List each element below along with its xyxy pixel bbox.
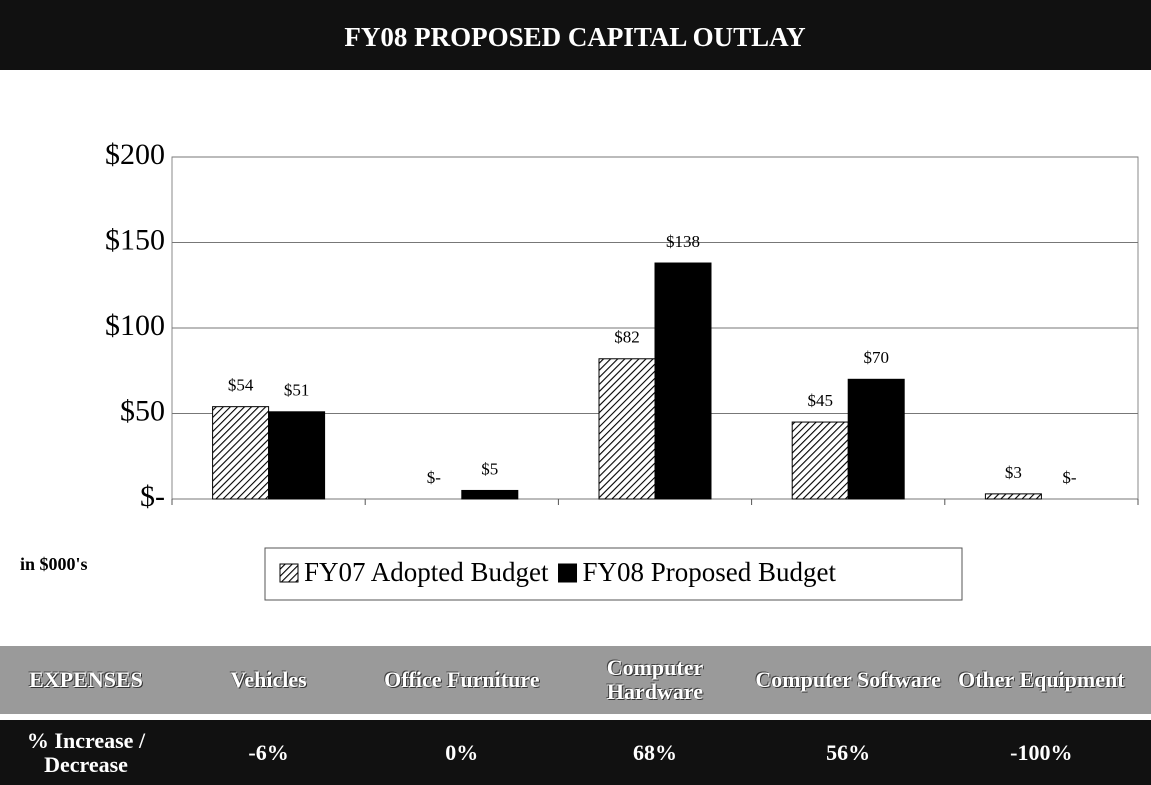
bar [268, 411, 326, 500]
percent-change: 56% [826, 739, 871, 765]
data-label: $82 [614, 328, 640, 347]
row-label: % Increase / Decrease [26, 727, 146, 777]
y-tick-label: $200 [105, 138, 165, 171]
legend-label: FY08 Proposed Budget [583, 557, 837, 587]
bar [598, 358, 656, 500]
y-tick-label: $- [140, 480, 165, 513]
header-label: EXPENSES [29, 667, 143, 692]
percent-row: % Increase / Decrease -6% 0% 68% 56% -100% [0, 720, 1151, 785]
data-label: $51 [284, 381, 310, 400]
category-header: Computer Hardware [606, 655, 704, 704]
data-label: $70 [863, 348, 889, 367]
data-label: $54 [228, 376, 254, 395]
header-row: EXPENSES Vehicles Office Furniture Computer… [0, 646, 1151, 714]
data-label: $138 [666, 232, 700, 251]
legend-box [264, 547, 963, 601]
chart: FY08 PROPOSED CAPITAL OUTLAY in $000's $… [0, 0, 1151, 601]
data-label: $45 [807, 391, 833, 410]
percent-change: -100% [1010, 739, 1073, 765]
data-label: $5 [481, 459, 498, 478]
data-label: $- [427, 468, 442, 487]
bar [654, 262, 712, 500]
chart-title: FY08 PROPOSED CAPITAL OUTLAY [344, 22, 805, 52]
percent-change: 0% [445, 739, 479, 765]
title-bar [0, 0, 1151, 70]
category-header: Computer Software [755, 667, 941, 692]
bar [984, 493, 1042, 500]
unit-label: in $000's [20, 554, 88, 574]
bar [791, 421, 849, 500]
data-label: $3 [1005, 463, 1022, 482]
y-tick-label: $150 [105, 223, 165, 256]
bar [461, 489, 519, 500]
percent-change: -6% [248, 739, 289, 765]
legend-swatch [279, 563, 299, 583]
percent-change: 68% [632, 739, 677, 765]
y-tick-label: $50 [120, 394, 165, 427]
bar [212, 406, 270, 500]
category-header: Office Furniture [384, 667, 540, 692]
data-label: $- [1062, 468, 1077, 487]
legend-swatch [558, 563, 578, 583]
y-tick-label: $100 [105, 309, 165, 342]
legend-label: FY07 Adopted Budget [304, 557, 549, 587]
category-header: Other Equipment [958, 667, 1125, 692]
category-header: Vehicles [230, 667, 307, 692]
bar [847, 378, 905, 500]
